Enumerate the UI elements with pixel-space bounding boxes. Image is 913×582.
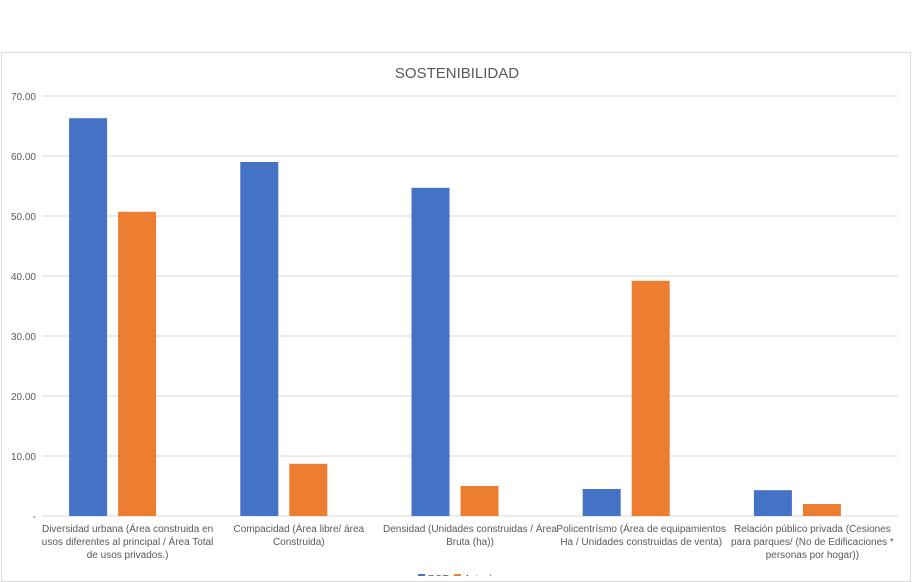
y-tick-label: 40.00: [11, 272, 36, 283]
x-category-label: Bruta (ha)): [446, 537, 494, 548]
bar-actual: [631, 280, 670, 516]
bar-actual: [118, 211, 157, 517]
bar-actual: [289, 463, 328, 516]
y-tick-label: 10.00: [11, 452, 36, 463]
x-category-label: personas por hogar)): [766, 550, 859, 561]
chart-title: SOSTENIBILIDAD: [395, 65, 519, 82]
x-category-label: usos diferentes al principal / Área Tota…: [42, 535, 214, 548]
bar-actual: [460, 486, 499, 516]
y-tick-label: 60.00: [11, 152, 36, 163]
bar-pot: [753, 490, 792, 516]
x-category-label: para parques/ (No de Edificaciones *: [731, 537, 894, 548]
bar-pot: [69, 118, 108, 516]
bar-pot: [582, 489, 621, 516]
x-category-label: Policentrísmo (Área de equipamientos: [556, 522, 726, 535]
x-category-label: Compacidad (Área libre/ área: [233, 522, 364, 535]
y-tick-label: 50.00: [11, 212, 36, 223]
bar-actual: [802, 504, 841, 516]
y-tick-label: 70.00: [11, 92, 36, 103]
x-category-label: de usos privados.): [87, 550, 169, 561]
y-tick-label: 20.00: [11, 392, 36, 403]
x-category-label: Diversidad urbana (Área construida en: [42, 522, 213, 535]
bar-pot: [240, 162, 279, 516]
y-tick-label: 30.00: [11, 332, 36, 343]
x-category-label: Densidad (Unidades construidas / Área: [383, 522, 557, 535]
legend-swatch: [454, 574, 461, 576]
legend-swatch: [418, 574, 425, 576]
x-category-label: Ha / Unidades construidas de venta): [560, 537, 722, 548]
x-category-label: Relación público privada (Cesiones: [734, 524, 891, 535]
x-category-label: Construida): [273, 537, 325, 548]
bar-pot: [411, 187, 450, 517]
y-tick-label: -: [33, 512, 36, 523]
legend-label: POT: [428, 574, 449, 576]
legend-label: Actual: [464, 574, 492, 576]
